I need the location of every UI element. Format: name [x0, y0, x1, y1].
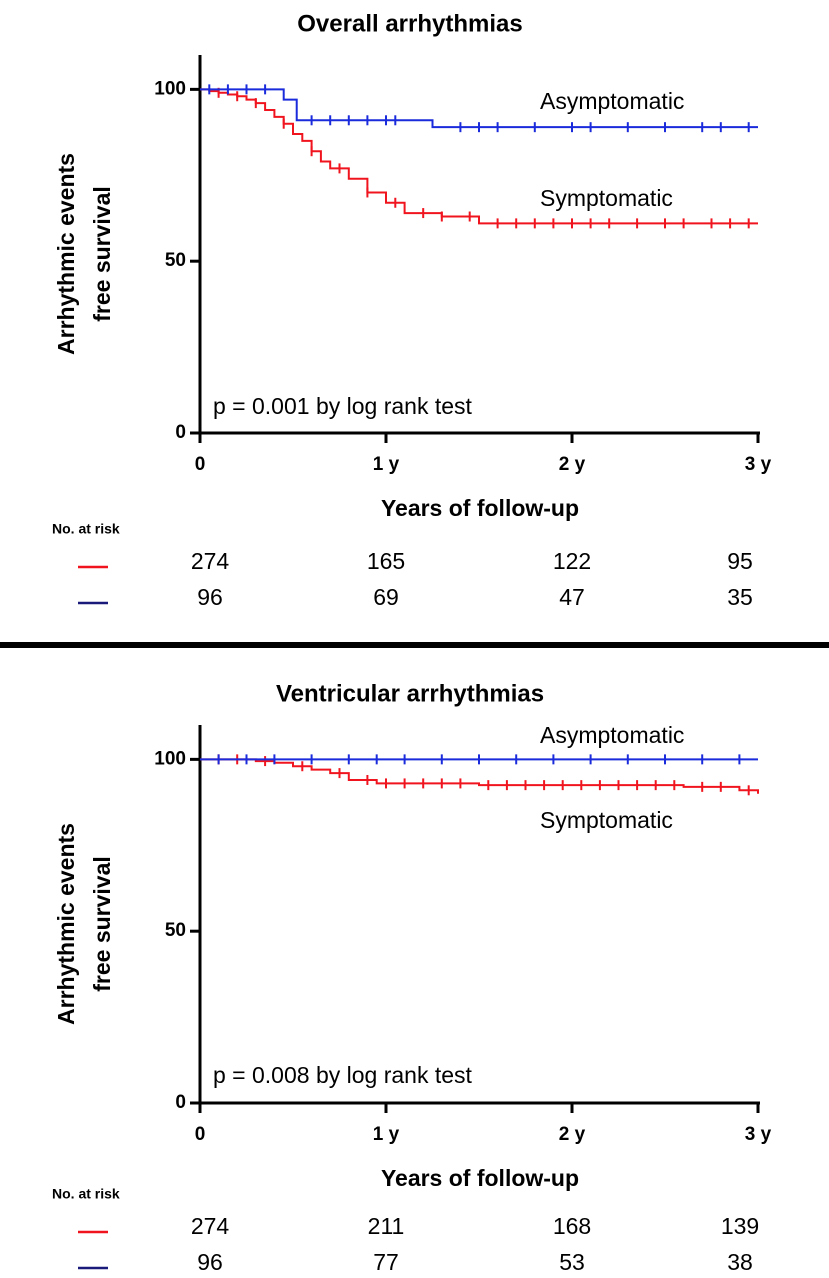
y-tick-label: 100: [154, 748, 186, 769]
annotation: p = 0.008 by log rank test: [213, 1062, 473, 1088]
y-tick-label: 0: [175, 422, 186, 443]
y-axis-label: free survival: [89, 856, 115, 992]
risk-count: 95: [727, 548, 753, 574]
risk-count: 168: [553, 1213, 591, 1239]
x-tick-label: 0: [195, 1124, 206, 1145]
x-tick-label: 3 y: [745, 454, 772, 475]
annotation: p = 0.001 by log rank test: [213, 393, 473, 419]
chart-title: Ventricular arrhythmias: [276, 680, 544, 707]
risk-count: 122: [553, 548, 591, 574]
risk-count: 35: [727, 584, 753, 610]
x-tick-label: 3 y: [745, 1124, 772, 1145]
risk-count: 211: [368, 1213, 405, 1239]
y-tick-label: 50: [165, 920, 186, 941]
survival-curve: [200, 88, 758, 129]
y-axis-label: free survival: [89, 186, 115, 322]
x-axis-label: Years of follow-up: [381, 495, 579, 521]
x-tick-label: 1 y: [373, 454, 400, 475]
risk-count: 47: [559, 584, 585, 610]
survival-curve: [200, 88, 758, 225]
x-tick-label: 2 y: [559, 454, 586, 475]
y-tick-label: 50: [165, 250, 186, 271]
y-axis-label: Arrhythmic events: [53, 823, 79, 1025]
chart-title: Overall arrhythmias: [297, 10, 522, 37]
risk-count: 165: [367, 548, 405, 574]
x-axis-label: Years of follow-up: [381, 1165, 579, 1191]
risk-count: 53: [559, 1249, 585, 1275]
risk-count: 38: [727, 1249, 753, 1275]
risk-count: 96: [197, 584, 223, 610]
risk-count: 274: [191, 548, 230, 574]
annotation: Symptomatic: [540, 807, 673, 833]
risk-count: 274: [191, 1213, 230, 1239]
risk-count: 96: [197, 1249, 223, 1275]
risk-count: 69: [373, 584, 399, 610]
risk-table-title: No. at risk: [52, 521, 120, 537]
y-tick-label: 100: [154, 78, 186, 99]
annotation: Asymptomatic: [540, 88, 684, 114]
risk-table-title: No. at risk: [52, 1186, 120, 1202]
x-tick-label: 0: [195, 454, 206, 475]
x-tick-label: 1 y: [373, 1124, 400, 1145]
y-tick-label: 0: [175, 1092, 186, 1113]
risk-count: 77: [373, 1249, 399, 1275]
risk-count: 139: [721, 1213, 759, 1239]
y-axis-label: Arrhythmic events: [53, 153, 79, 355]
annotation: Asymptomatic: [540, 722, 684, 748]
x-tick-label: 2 y: [559, 1124, 586, 1145]
annotation: Symptomatic: [540, 185, 673, 211]
